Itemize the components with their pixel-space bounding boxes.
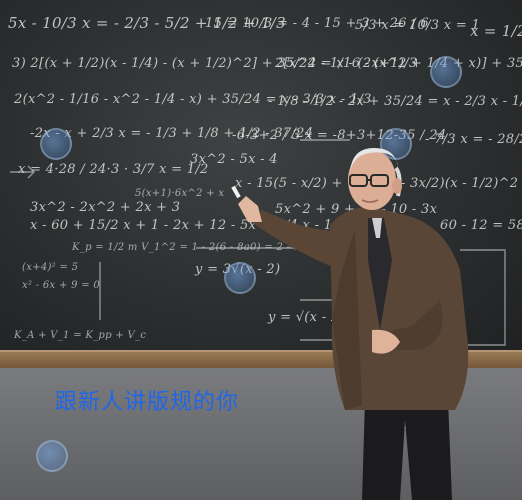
chalk-equation: K_A + V_1 = K_pp + V_c [14,330,147,341]
chalk-equation: - 7/3 x = - 28/24 [425,132,522,147]
chalk-equation: x = 1/2 [470,22,522,40]
chalk-equation: 3x^2 - 2x^2 + 2x + 3 [30,200,181,215]
watermark-logo [224,262,256,294]
chalk-equation: 5/3 x = 10/3 x = 1 [355,18,481,33]
chalk-equation: 5(x+1)·6x^2 + x [135,188,225,199]
chalk-equation: x² - 6x + 9 = 0 [22,280,101,291]
chalk-equation: (x+4)² = 5 [22,262,79,273]
chalkboard: 5x - 10/3 x = - 2/3 - 5/2 + 1/2 + 1/3 15… [0,0,522,352]
chalk-equation: 3) 2[(x + 1/2)(x - 1/4) - (x + 1/2)^2] +… [12,56,418,71]
chalk-equation: y = √(x - 2) [268,310,345,325]
watermark-logo [380,128,412,160]
watermark-logo [36,440,68,472]
caption: 跟新人讲版规的你 [55,390,240,415]
watermark-logo [430,56,462,88]
chalk-equation: 2(x^2 - 1/16 - x^2 - 1/4 - x) + 35/24 = … [14,92,372,107]
chalk-equation: K_p = 1/2 m V_1^2 = 1 - 2(6 - 8a0) = 2 -… [72,242,301,253]
chalk-equation: 5x - 10/3 x = - 2/3 - 5/2 + 1/2 + 1/3 [8,14,286,32]
watermark-logo [40,128,72,160]
chalk-equation: 15 = 10/3 = - 4 - 15 + 3 + 26 / 6 [205,16,429,31]
chalk-equation: - 1/8 - 1/2 - 2x + 35/24 = x - 2/3 x - 1… [268,94,522,109]
chalk-equation: 3x^2 - 5x - 4 [190,152,278,167]
chalk-equation: 60 - 12 = 58 [440,218,522,233]
chalk-equation: x = 4·28 / 24·3 · 3/7 x = 1/2 [18,162,209,177]
chalk-equation: -2x - x + 2/3 x = - 1/3 + 1/8 + 1/2 - 37… [30,126,314,141]
